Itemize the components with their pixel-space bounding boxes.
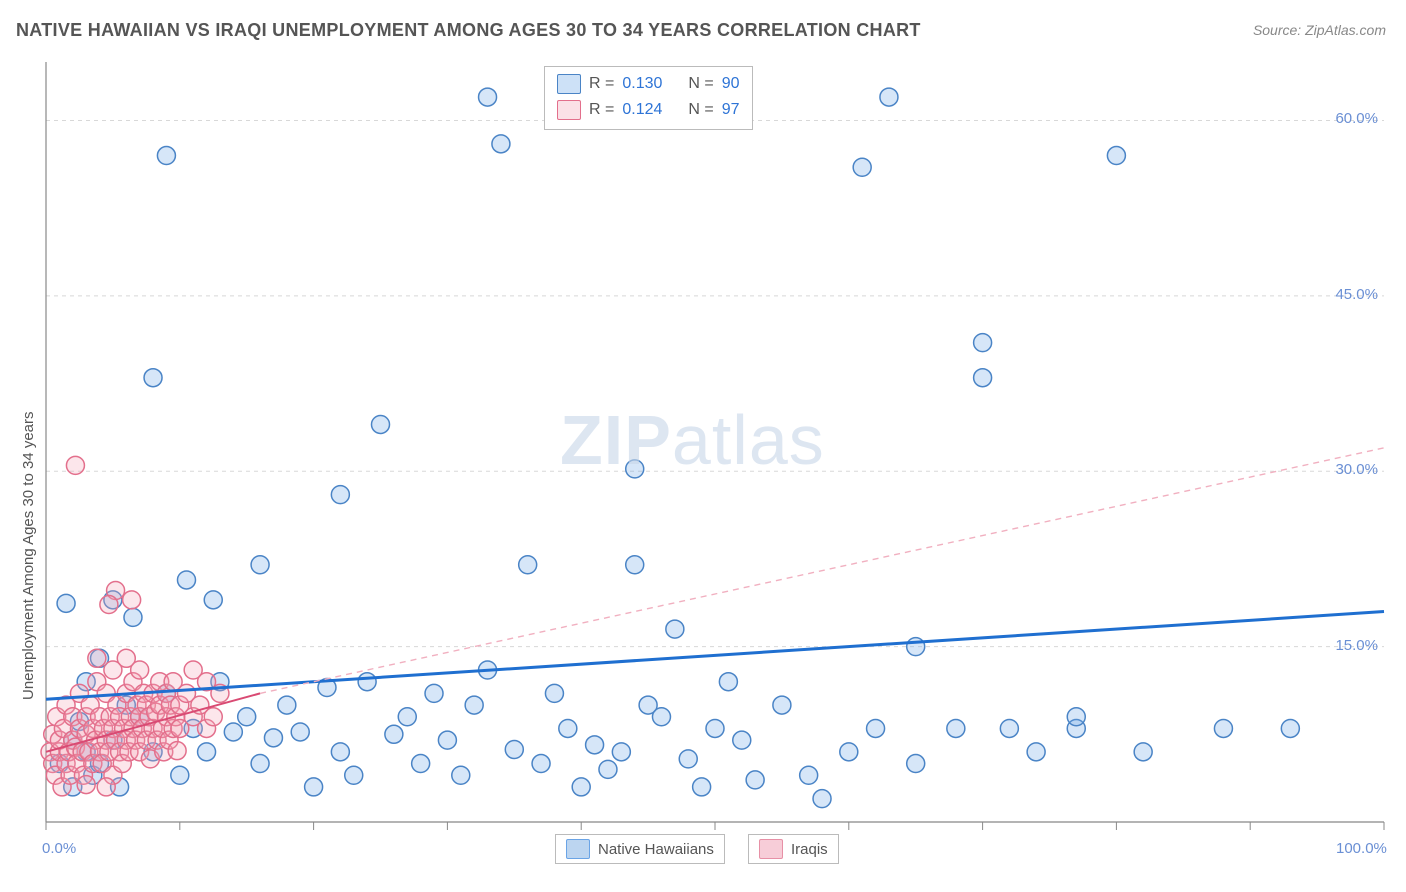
y-tick-label: 60.0% bbox=[1335, 110, 1378, 127]
legend-stat-row: R = 0.130N = 90 bbox=[557, 71, 740, 97]
y-tick-label: 45.0% bbox=[1335, 286, 1378, 303]
legend-swatch bbox=[566, 839, 590, 859]
x-tick-label: 0.0% bbox=[42, 840, 76, 857]
correlation-legend: R = 0.130N = 90R = 0.124N = 97 bbox=[544, 66, 753, 130]
legend-item-iraqis: Iraqis bbox=[748, 834, 839, 864]
legend-stat-row: R = 0.124N = 97 bbox=[557, 97, 740, 123]
scatter-plot bbox=[0, 0, 1406, 892]
legend-label: Native Hawaiians bbox=[598, 841, 714, 858]
legend-label: Iraqis bbox=[791, 841, 828, 858]
x-tick-label: 100.0% bbox=[1336, 840, 1387, 857]
y-tick-label: 30.0% bbox=[1335, 461, 1378, 478]
legend-swatch bbox=[759, 839, 783, 859]
y-tick-label: 15.0% bbox=[1335, 637, 1378, 654]
legend-item-native-hawaiians: Native Hawaiians bbox=[555, 834, 725, 864]
